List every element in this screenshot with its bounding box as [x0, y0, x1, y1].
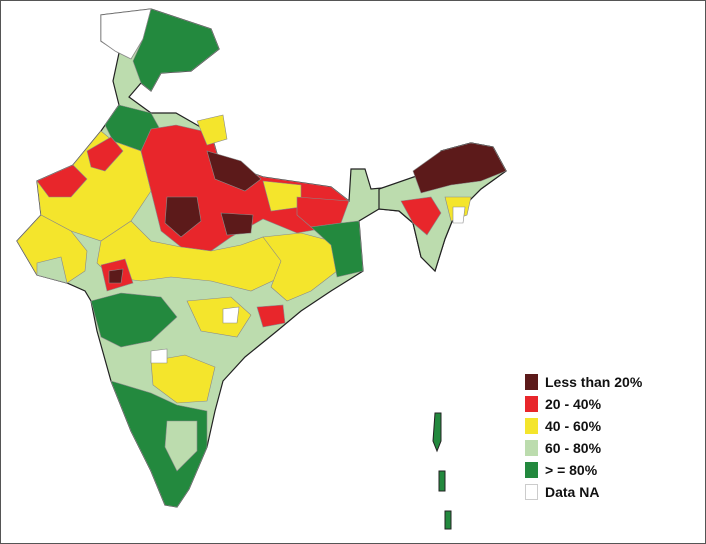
region-yellow-central-1	[196, 114, 228, 146]
region-green-south	[110, 380, 208, 508]
legend-item: 40 - 60%	[525, 415, 695, 437]
region-na-south	[150, 348, 168, 364]
legend-item: 20 - 40%	[525, 393, 695, 415]
legend-swatch	[525, 374, 538, 390]
legend-item: Data NA	[525, 481, 695, 503]
map-legend: Less than 20% 20 - 40% 40 - 60% 60 - 80%…	[525, 371, 695, 503]
legend-item: 60 - 80%	[525, 437, 695, 459]
region-green-maharashtra	[90, 292, 178, 348]
andaman-islands	[432, 412, 452, 530]
region-green-gujarat	[36, 256, 68, 284]
region-yellow-south	[150, 354, 216, 404]
region-red-west-2	[86, 136, 124, 172]
legend-swatch	[525, 484, 538, 500]
region-na-maharashtra	[222, 306, 240, 324]
legend-item: Less than 20%	[525, 371, 695, 393]
region-red-west	[36, 164, 88, 198]
region-red-east-central	[256, 304, 286, 328]
legend-label: > = 80%	[545, 462, 598, 478]
region-maroon-central-3	[220, 212, 254, 236]
region-green-east-central	[310, 220, 364, 278]
legend-swatch	[525, 396, 538, 412]
region-maroon-central-1	[206, 150, 262, 192]
region-green-north	[132, 8, 220, 92]
region-maroon-mp	[108, 268, 124, 284]
legend-label: 60 - 80%	[545, 440, 602, 456]
legend-label: Data NA	[545, 484, 600, 500]
region-red-northeast	[400, 196, 442, 236]
legend-swatch	[525, 418, 538, 434]
region-yellow-maharashtra	[186, 296, 252, 338]
region-na-northeast	[452, 206, 466, 224]
region-maroon-central-2	[164, 196, 202, 238]
legend-label: 20 - 40%	[545, 396, 602, 412]
legend-swatch	[525, 440, 538, 456]
region-yellow-east-central	[262, 232, 338, 302]
legend-swatch	[525, 462, 538, 478]
region-light-south	[164, 420, 198, 472]
legend-label: Less than 20%	[545, 374, 643, 390]
region-maroon-northeast	[412, 142, 507, 194]
legend-item: > = 80%	[525, 459, 695, 481]
legend-label: 40 - 60%	[545, 418, 602, 434]
